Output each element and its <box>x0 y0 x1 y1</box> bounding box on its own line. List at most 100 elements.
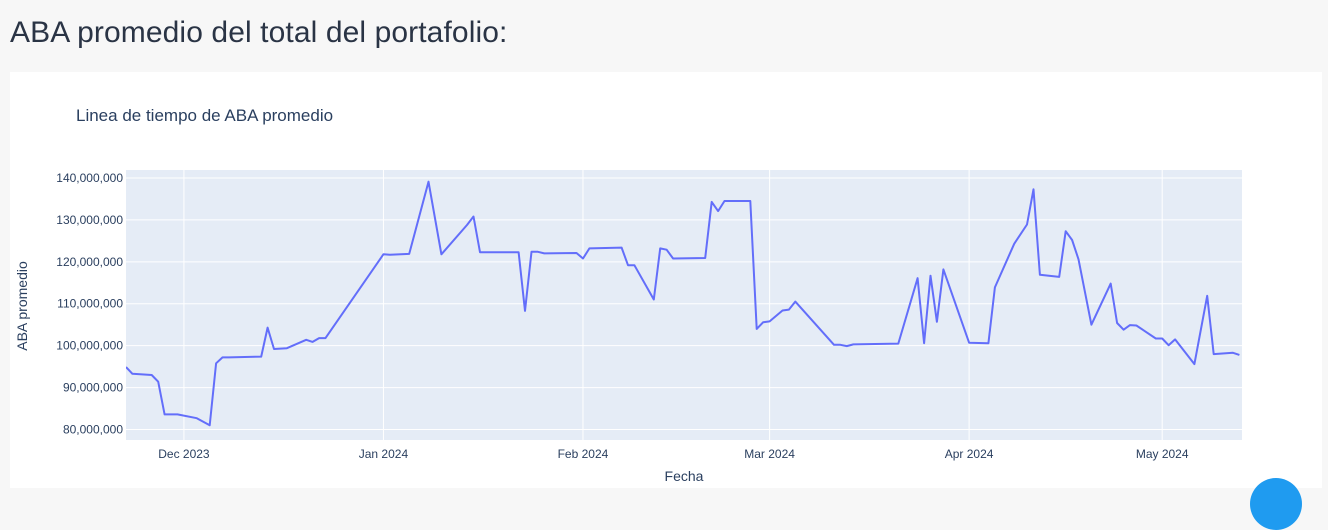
data-point[interactable] <box>703 256 708 261</box>
data-point[interactable] <box>124 365 129 370</box>
data-point[interactable] <box>1012 241 1017 246</box>
data-point[interactable] <box>967 340 972 345</box>
data-point[interactable] <box>265 325 270 330</box>
data-point[interactable] <box>284 346 289 351</box>
data-point[interactable] <box>767 319 772 324</box>
data-point[interactable] <box>915 276 920 281</box>
data-point[interactable] <box>156 379 161 384</box>
data-point[interactable] <box>162 412 167 417</box>
data-point[interactable] <box>754 326 759 331</box>
data-point[interactable] <box>761 320 766 325</box>
data-point[interactable] <box>1205 293 1210 298</box>
data-point[interactable] <box>471 214 476 219</box>
data-point[interactable] <box>992 285 997 290</box>
data-point[interactable] <box>896 341 901 346</box>
data-point[interactable] <box>310 339 315 344</box>
y-tick-label: 120,000,000 <box>56 255 123 269</box>
data-point[interactable] <box>1031 187 1036 192</box>
data-point[interactable] <box>1089 322 1094 327</box>
data-point[interactable] <box>1121 327 1126 332</box>
data-point[interactable] <box>934 319 939 324</box>
data-point[interactable] <box>748 199 753 204</box>
y-axis: 80,000,000 90,000,000 100,000,000 110,000,0… <box>56 171 123 437</box>
data-point[interactable] <box>832 342 837 347</box>
data-point[interactable] <box>1173 337 1178 342</box>
data-point[interactable] <box>716 209 721 214</box>
data-point[interactable] <box>323 336 328 341</box>
data-point[interactable] <box>793 299 798 304</box>
data-point[interactable] <box>529 249 534 254</box>
data-point[interactable] <box>1070 238 1075 243</box>
data-point[interactable] <box>130 371 135 376</box>
data-point[interactable] <box>1231 350 1236 355</box>
data-point[interactable] <box>387 252 392 257</box>
data-point[interactable] <box>535 249 540 254</box>
data-point[interactable] <box>1134 323 1139 328</box>
data-point[interactable] <box>1025 222 1030 227</box>
data-point[interactable] <box>1057 274 1062 279</box>
series-line[interactable] <box>126 180 1240 427</box>
data-point[interactable] <box>272 347 277 352</box>
data-point[interactable] <box>439 252 444 257</box>
data-point[interactable] <box>632 263 637 268</box>
x-tick-label: Feb 2024 <box>558 447 609 461</box>
data-point[interactable] <box>1037 272 1042 277</box>
data-point[interactable] <box>516 250 521 255</box>
y-tick-label: 140,000,000 <box>56 171 123 185</box>
data-point[interactable] <box>1166 343 1171 348</box>
data-point[interactable] <box>786 307 791 312</box>
data-point[interactable] <box>851 342 856 347</box>
data-point[interactable] <box>844 344 849 349</box>
data-point[interactable] <box>1237 352 1242 357</box>
data-point[interactable] <box>1153 336 1158 341</box>
data-point[interactable] <box>259 354 264 359</box>
data-point[interactable] <box>149 373 154 378</box>
data-point[interactable] <box>587 246 592 251</box>
data-point[interactable] <box>1192 362 1197 367</box>
data-point[interactable] <box>1108 281 1113 286</box>
data-point[interactable] <box>523 308 528 313</box>
data-point[interactable] <box>780 308 785 313</box>
data-point[interactable] <box>581 256 586 261</box>
data-point[interactable] <box>922 341 927 346</box>
data-point[interactable] <box>709 199 714 204</box>
y-tick-label: 110,000,000 <box>57 297 123 311</box>
data-point[interactable] <box>207 423 212 428</box>
data-point[interactable] <box>928 273 933 278</box>
data-point[interactable] <box>227 355 232 360</box>
data-point[interactable] <box>1063 229 1068 234</box>
data-point[interactable] <box>220 355 225 360</box>
data-point[interactable] <box>626 263 631 268</box>
data-point[interactable] <box>986 341 991 346</box>
data-point[interactable] <box>1076 257 1081 262</box>
data-point[interactable] <box>651 297 656 302</box>
data-point[interactable] <box>574 251 579 256</box>
data-point[interactable] <box>304 337 309 342</box>
data-point[interactable] <box>194 416 199 421</box>
data-point[interactable] <box>722 199 727 204</box>
data-point[interactable] <box>542 251 547 256</box>
data-point[interactable] <box>671 256 676 261</box>
plot-area[interactable] <box>126 170 1242 440</box>
data-point[interactable] <box>1160 336 1165 341</box>
data-point[interactable] <box>214 361 219 366</box>
data-point[interactable] <box>838 342 843 347</box>
data-point[interactable] <box>175 412 180 417</box>
data-point[interactable] <box>426 179 431 184</box>
data-point[interactable] <box>478 250 483 255</box>
data-point[interactable] <box>619 245 624 250</box>
data-point[interactable] <box>664 247 669 252</box>
chart-card: Linea de tiempo de ABA promedio Dec 2023… <box>10 72 1322 488</box>
data-point[interactable] <box>317 336 322 341</box>
y-gridlines <box>126 177 1242 431</box>
data-point[interactable] <box>1211 352 1216 357</box>
data-point[interactable] <box>1115 321 1120 326</box>
data-point[interactable] <box>941 267 946 272</box>
data-point[interactable] <box>1128 323 1133 328</box>
floating-action-button[interactable] <box>1250 478 1302 530</box>
data-point[interactable] <box>407 251 412 256</box>
data-point[interactable] <box>381 252 386 257</box>
page-title: ABA promedio del total del portafolio: <box>10 16 508 49</box>
data-point[interactable] <box>658 246 663 251</box>
data-point[interactable] <box>465 222 470 227</box>
